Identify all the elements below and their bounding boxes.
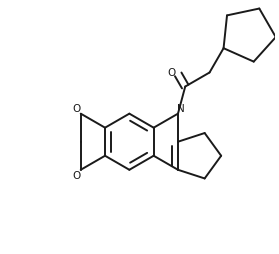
Text: O: O [73, 170, 81, 181]
Text: O: O [167, 67, 175, 77]
Text: N: N [177, 103, 185, 114]
Text: O: O [73, 104, 81, 114]
